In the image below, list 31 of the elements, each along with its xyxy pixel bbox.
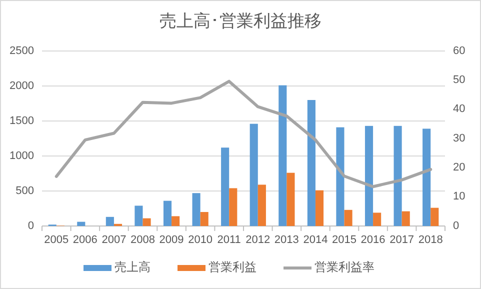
xtick: 2013 (274, 234, 299, 246)
ytick: 2000 (10, 80, 34, 92)
xtick: 2016 (360, 234, 386, 246)
xtick: 2010 (188, 234, 213, 246)
legend: 営業利益 (208, 260, 256, 274)
ytick: 1500 (10, 114, 34, 127)
xtick: 2017 (390, 234, 414, 246)
xtick: 2005 (44, 234, 69, 246)
xtick: 2009 (159, 234, 184, 246)
xtick: 2008 (130, 234, 155, 246)
y2tick: 20 (453, 162, 466, 174)
ytick: 1000 (10, 150, 34, 162)
y2tick: 40 (453, 103, 466, 116)
xtick: 2012 (246, 234, 270, 246)
y2tick: 50 (453, 74, 466, 86)
y2tick: 30 (453, 132, 466, 144)
y2tick: 60 (453, 44, 466, 57)
ytick: 0 (28, 220, 34, 232)
xtick: 2011 (217, 234, 241, 246)
xtick: 2006 (72, 234, 98, 246)
xtick: 2007 (102, 234, 126, 246)
y2tick: 10 (453, 190, 466, 203)
legend: 売上高 (114, 260, 150, 274)
xtick: 2018 (418, 234, 443, 246)
y2tick: 0 (453, 220, 460, 232)
xtick: 2015 (332, 234, 356, 246)
ytick: 500 (16, 184, 34, 197)
ytick: 2500 (10, 44, 34, 57)
title: 売上高･営業利益推移 (160, 11, 322, 30)
xtick: 2014 (303, 234, 328, 246)
legend: 営業利益率 (314, 260, 374, 274)
